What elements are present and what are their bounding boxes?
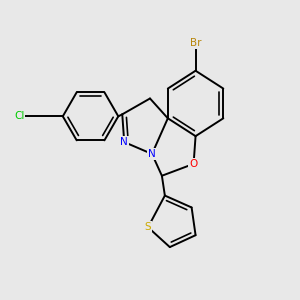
Text: S: S	[145, 222, 151, 232]
Text: Br: Br	[190, 38, 201, 48]
Text: O: O	[190, 159, 198, 169]
Text: Cl: Cl	[14, 111, 24, 121]
Text: N: N	[120, 137, 128, 147]
Text: N: N	[148, 149, 156, 159]
